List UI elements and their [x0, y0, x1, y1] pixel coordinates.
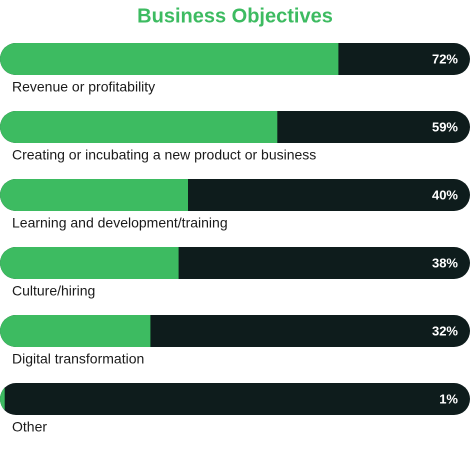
- bar: [0, 43, 339, 75]
- category-label: Revenue or profitability: [12, 79, 155, 95]
- value-label: 40%: [432, 187, 458, 202]
- category-label: Creating or incubating a new product or …: [12, 147, 316, 163]
- category-label: Other: [12, 419, 47, 435]
- bar: [0, 179, 188, 211]
- category-label: Learning and development/training: [12, 215, 228, 231]
- bar-track: [0, 383, 470, 415]
- value-label: 38%: [432, 255, 458, 270]
- bar: [0, 315, 151, 347]
- bar: [0, 111, 278, 143]
- value-label: 32%: [432, 323, 458, 338]
- category-label: Digital transformation: [12, 351, 144, 367]
- value-label: 72%: [432, 51, 458, 66]
- value-label: 1%: [439, 391, 458, 406]
- chart-title: Business Objectives: [137, 5, 333, 27]
- value-label: 59%: [432, 119, 458, 134]
- bar: [0, 247, 179, 279]
- bar: [0, 383, 5, 415]
- category-label: Culture/hiring: [12, 283, 95, 299]
